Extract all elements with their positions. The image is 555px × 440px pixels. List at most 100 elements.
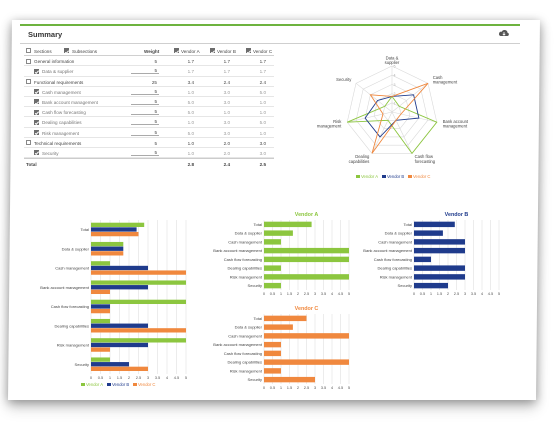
x-tick-label: 5 — [348, 385, 351, 390]
radar-spoke — [371, 111, 393, 154]
table-row: Cash management 5 1.0 3.0 5.0 — [24, 87, 274, 97]
row-checkbox[interactable] — [26, 140, 31, 146]
header-vendor-a: Vendor A — [181, 49, 200, 54]
bar-vendor-c — [91, 270, 186, 275]
x-tick-label: 0 — [413, 291, 416, 296]
y-category-label: Data & supplier — [235, 325, 263, 330]
row-label: Technical requirements — [34, 140, 82, 146]
x-tick-label: 5 — [185, 375, 188, 380]
y-category-label: Risk management — [380, 274, 413, 279]
weight-input[interactable]: 5 — [131, 99, 159, 105]
row-vendor-a: 1.0 — [187, 120, 194, 126]
weight-input[interactable]: 5 — [131, 89, 159, 95]
row-checkbox[interactable] — [34, 150, 39, 156]
row-checkbox[interactable] — [34, 129, 39, 135]
vendor-b-checkbox[interactable] — [210, 48, 215, 54]
x-tick-label: 3 — [314, 385, 317, 390]
bar-vendor-c — [91, 289, 110, 295]
bar-vendor-b — [91, 362, 129, 367]
radar-tick-label: 1 — [394, 101, 396, 105]
legend-label[interactable]: Vendor C — [413, 174, 430, 179]
x-tick-label: 4 — [166, 375, 169, 380]
y-category-label: Dealing capabilities — [228, 360, 262, 365]
weight-input[interactable]: 5 — [131, 150, 159, 156]
bar — [264, 359, 349, 365]
row-vendor-a: 1.7 — [187, 59, 194, 65]
bar-vendor-a — [91, 280, 186, 285]
bar-vendor-a — [91, 241, 124, 247]
y-category-label: Total — [254, 316, 263, 321]
row-label: Security — [42, 150, 59, 156]
y-category-label: Total — [404, 222, 413, 227]
bar — [264, 239, 281, 245]
legend-label[interactable]: Vendor A — [361, 174, 378, 179]
bar-vendor-b — [91, 246, 124, 251]
y-category-label: Cash management — [378, 239, 413, 244]
row-vendor-a: 1.0 — [187, 150, 194, 156]
row-checkbox[interactable] — [34, 119, 39, 125]
radar-tick-label: 4 — [394, 74, 396, 78]
weight-input[interactable]: 5 — [131, 109, 159, 116]
legend-label[interactable]: Vendor A — [86, 382, 103, 387]
row-vendor-c: 1.0 — [259, 110, 266, 116]
bar-vendor-a — [91, 357, 110, 362]
y-category-label: Risk management — [230, 274, 263, 279]
total-vendor-a: 2.8 — [187, 162, 194, 168]
legend-label[interactable]: Vendor B — [112, 382, 129, 387]
bar — [264, 324, 293, 330]
sections-checkbox[interactable] — [26, 48, 31, 54]
weight-input[interactable]: 5 — [131, 119, 159, 126]
row-vendor-a: 1.0 — [187, 140, 194, 146]
y-category-label: Cash flow forecasting — [374, 257, 412, 262]
y-category-label: Cash management — [228, 333, 263, 338]
radar-spoke — [347, 111, 393, 123]
row-checkbox[interactable] — [34, 109, 39, 115]
x-tick-label: 2 — [447, 291, 450, 296]
vendor-c-checkbox[interactable] — [246, 48, 251, 54]
bar-vendor-c — [91, 231, 139, 237]
x-tick-label: 4 — [331, 291, 334, 296]
y-category-label: Risk management — [230, 368, 263, 373]
row-checkbox[interactable] — [34, 99, 39, 105]
y-category-label: Security — [75, 362, 89, 367]
bar — [264, 282, 281, 289]
x-tick-label: 1.5 — [287, 385, 293, 390]
row-checkbox[interactable] — [34, 68, 39, 74]
row-vendor-a: 5.0 — [187, 130, 194, 136]
row-checkbox[interactable] — [26, 78, 31, 84]
legend-label[interactable]: Vendor C — [138, 382, 155, 387]
x-tick-label: 0 — [263, 291, 266, 296]
row-vendor-c: 1.7 — [259, 69, 266, 75]
row-checkbox[interactable] — [26, 58, 31, 64]
subsections-checkbox[interactable] — [64, 48, 69, 54]
total-label: Total — [26, 162, 37, 168]
y-category-label: Cash flow forecasting — [224, 257, 262, 262]
bar — [414, 239, 465, 245]
radar-grid-ring — [373, 93, 411, 129]
x-tick-label: 2.5 — [136, 375, 142, 380]
bar-vendor-b — [91, 304, 110, 309]
row-checkbox[interactable] — [34, 89, 39, 95]
bar-vendor-c — [91, 347, 110, 352]
legend-swatch — [382, 175, 386, 178]
cloud-download-icon[interactable] — [498, 29, 510, 38]
x-tick-label: 2.5 — [454, 291, 460, 296]
row-weight: 25 — [151, 79, 157, 85]
bar-vendor-b — [91, 342, 148, 348]
x-tick-label: 2 — [297, 291, 300, 296]
y-category-label: Total — [81, 227, 90, 232]
table-row: Risk management 5 5.0 3.0 1.0 — [24, 128, 274, 138]
bar — [264, 274, 349, 280]
radar-tick-label: 5 — [394, 65, 396, 69]
x-tick-label: 5 — [348, 291, 351, 296]
weight-input[interactable]: 5 — [131, 68, 159, 75]
legend-label[interactable]: Vendor B — [387, 174, 404, 179]
radar-spoke — [355, 83, 393, 113]
weight-input[interactable]: 5 — [131, 130, 159, 136]
radar-spoke — [391, 111, 437, 123]
x-tick-label: 4.5 — [174, 375, 180, 380]
vendor-a-checkbox[interactable] — [174, 48, 179, 54]
x-tick-label: 5 — [498, 291, 501, 296]
bar — [264, 221, 312, 228]
